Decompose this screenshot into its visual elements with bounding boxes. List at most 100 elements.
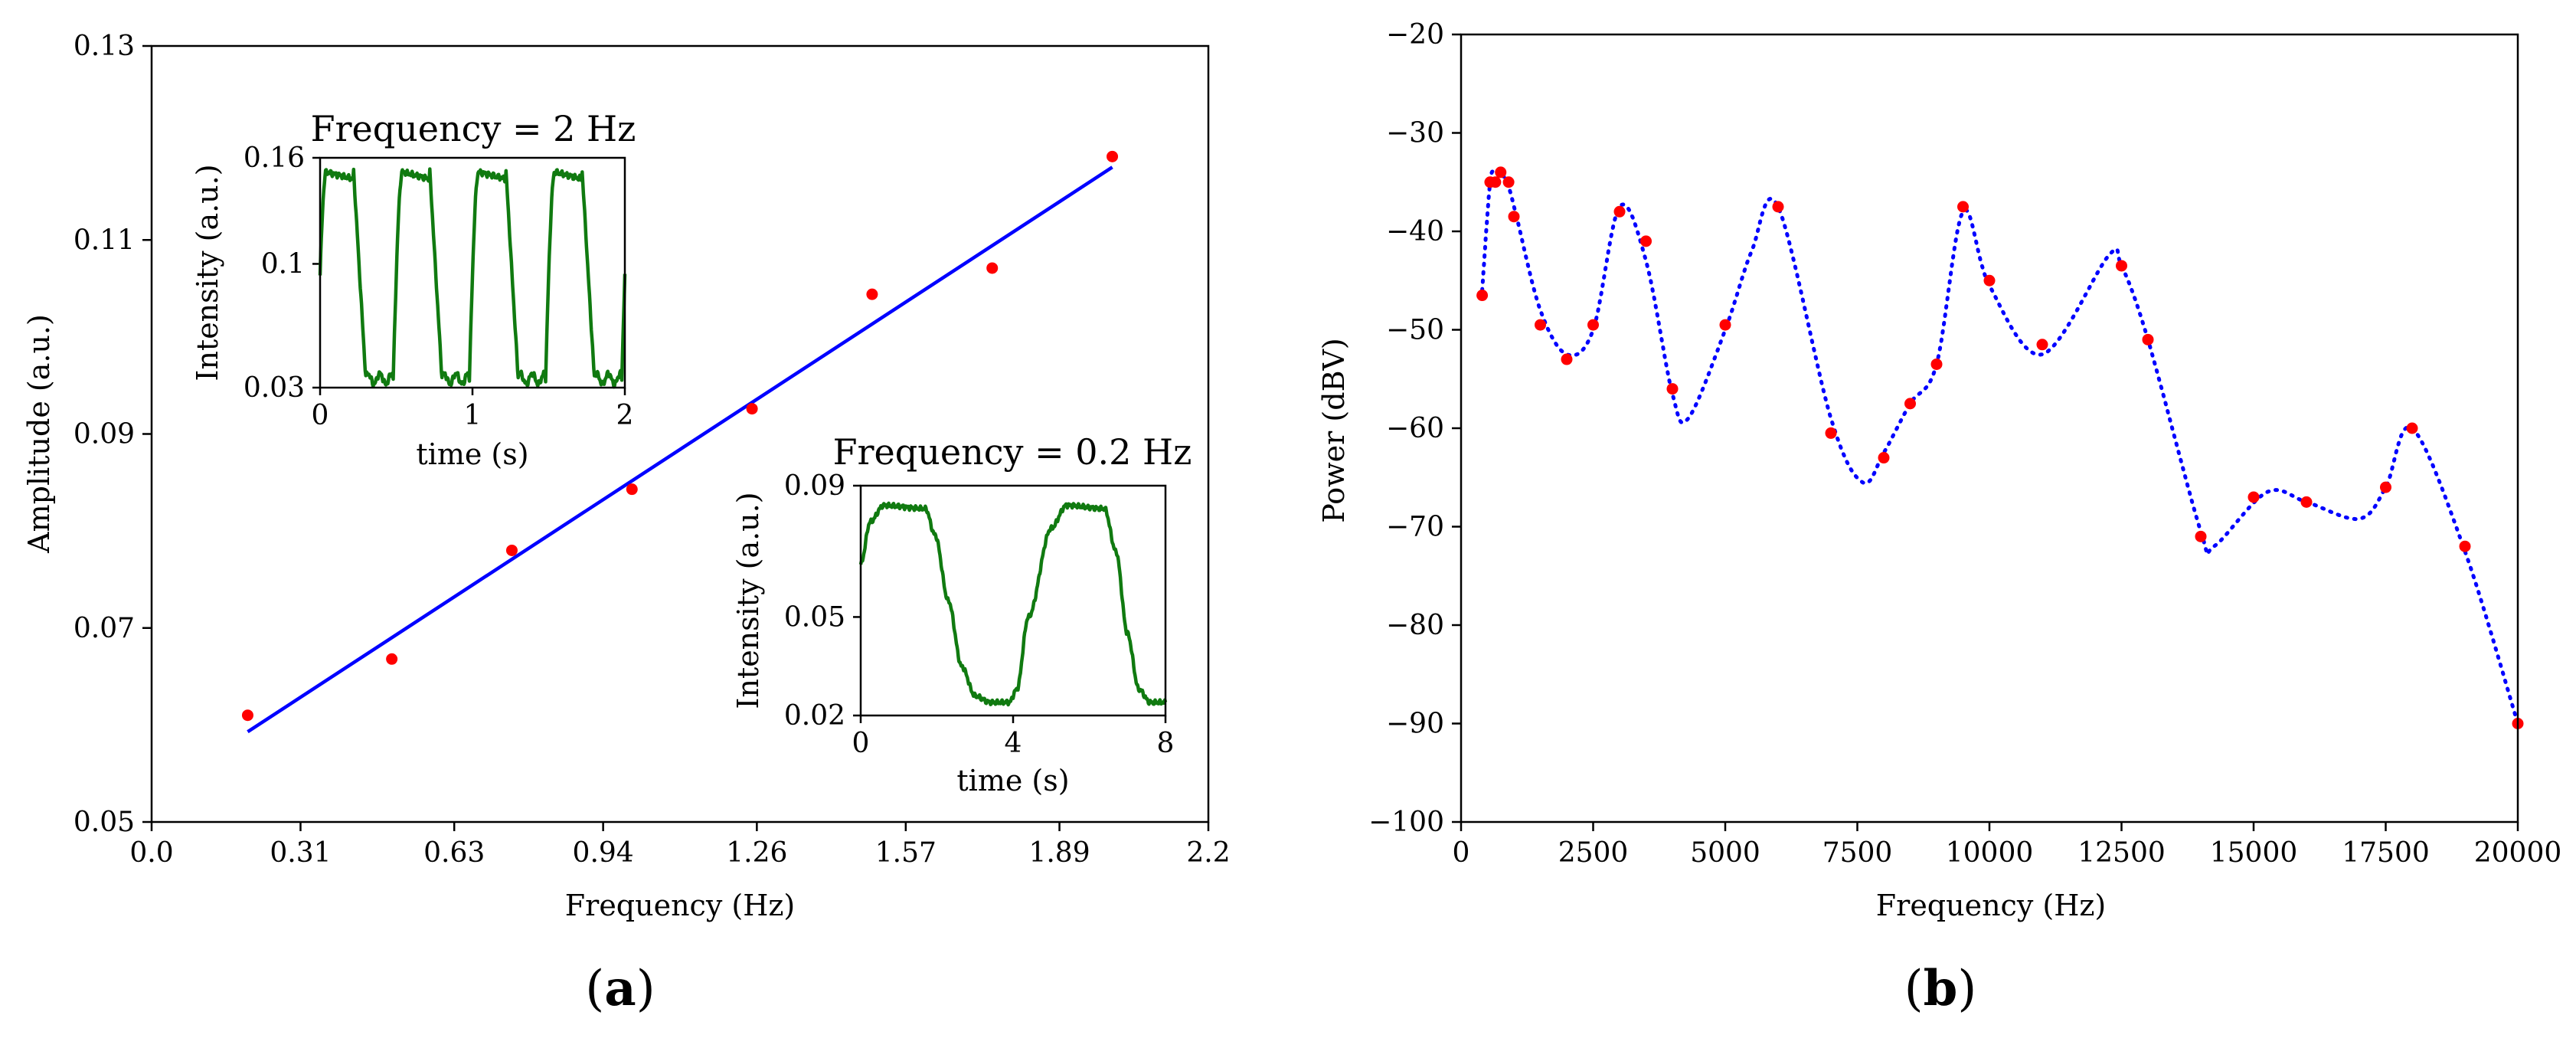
panel-a-data-point bbox=[626, 483, 638, 496]
panel-a-fit-line bbox=[247, 165, 1113, 734]
panel-b-y-tick-label: −100 bbox=[1368, 807, 1444, 838]
inset-02hz-trace bbox=[858, 501, 1168, 707]
panel-b-data-point bbox=[1508, 211, 1520, 223]
panel-b-data-point bbox=[1666, 383, 1679, 395]
inset-2hz-chart: 0 1 2 0.03 0.1 0.16 Frequency = 2 Hz time (s)… bbox=[191, 108, 636, 471]
panel-b-data-point bbox=[1502, 176, 1515, 188]
inset-2hz-y-axis-label: Intensity (a.u.) bbox=[191, 164, 224, 381]
inset-2hz-frame bbox=[319, 156, 626, 389]
panel-b-data-point bbox=[1489, 176, 1502, 188]
inset-02hz-y-tick-label: 0.02 bbox=[784, 700, 845, 732]
inset-2hz-y-tick-label: 0.16 bbox=[244, 142, 305, 174]
inset-02hz-y-tick-label: 0.09 bbox=[784, 470, 845, 502]
panel-b-data-point bbox=[1561, 353, 1573, 365]
inset-2hz-trace bbox=[318, 167, 627, 389]
panel-a-x-tick-label: 0.94 bbox=[573, 837, 634, 869]
panel-b-label-letter: b bbox=[1924, 960, 1958, 1017]
panel-b-x-axis-label: Frequency (Hz) bbox=[1876, 889, 2106, 922]
inset-2hz-y-tick-label: 0.1 bbox=[261, 248, 305, 280]
panel-b-data-point bbox=[2247, 491, 2260, 503]
panel-a-x-tick-label: 0.63 bbox=[423, 837, 485, 869]
panel-a-data-points bbox=[241, 150, 1119, 722]
panel-a-y-axis-label: Amplitude (a.u.) bbox=[22, 314, 56, 554]
panel-a-data-point bbox=[505, 544, 518, 556]
inset-2hz-x-tick-label: 2 bbox=[616, 400, 634, 431]
panel-b-y-tick-label: −50 bbox=[1386, 315, 1444, 346]
panel-a-data-point bbox=[1107, 150, 1119, 162]
panel-b-data-point bbox=[1957, 201, 1969, 213]
panel-b-y-tick-label: −30 bbox=[1386, 118, 1444, 149]
inset-02hz-ticks: 0 4 8 0.02 0.05 0.09 bbox=[784, 470, 1175, 759]
panel-b-data-point bbox=[1495, 166, 1507, 178]
inset-02hz-x-tick-label: 8 bbox=[1157, 728, 1175, 759]
panel-b-data-point bbox=[2036, 339, 2048, 351]
panel-b-y-tick-label: −60 bbox=[1386, 413, 1444, 444]
panel-a-x-tick-label: 1.26 bbox=[726, 837, 787, 869]
panel-b-data-point bbox=[1587, 319, 1599, 331]
panel-a-x-tick-label: 0.31 bbox=[270, 837, 331, 869]
panel-a-data-point bbox=[241, 709, 253, 722]
panel-b-y-tick-label: −90 bbox=[1386, 709, 1444, 740]
inset-02hz-x-axis-label: time (s) bbox=[956, 764, 1069, 797]
panel-b-label: (b) bbox=[1904, 960, 1977, 1017]
panel-b-y-tick-label: −70 bbox=[1386, 512, 1444, 543]
panel-b-data-points bbox=[1476, 166, 2524, 729]
panel-b-y-tick-label: −20 bbox=[1386, 19, 1444, 51]
panel-b-x-tick-label: 15000 bbox=[2210, 837, 2298, 869]
panel-a-y-tick-label: 0.05 bbox=[74, 807, 135, 838]
panel-b-data-point bbox=[1719, 319, 1731, 331]
panel-b-ticks: 0 2500 5000 7500 10000 12500 15000 17500 20000 −1… bbox=[1368, 19, 2561, 869]
panel-a-data-point bbox=[386, 653, 398, 665]
panel-b-data-point bbox=[1640, 235, 1652, 247]
panel-b-label-close-paren: ) bbox=[1957, 961, 1976, 1017]
panel-a-x-tick-label: 1.57 bbox=[875, 837, 937, 869]
panel-b-data-point bbox=[1930, 358, 1943, 370]
panel-b-fit-curve bbox=[1480, 169, 2520, 725]
panel-b-data-point bbox=[1613, 205, 1626, 218]
panel-b-x-tick-label: 17500 bbox=[2342, 837, 2430, 869]
panel-b-data-point bbox=[2459, 540, 2471, 552]
panel-b-chart: 0 2500 5000 7500 10000 12500 15000 17500 20000 −1… bbox=[1317, 19, 2561, 1017]
inset-02hz-y-tick-label: 0.05 bbox=[784, 601, 845, 633]
inset-2hz-ticks: 0 1 2 0.03 0.1 0.16 bbox=[244, 142, 634, 431]
panel-a-y-tick-label: 0.09 bbox=[74, 419, 135, 450]
inset-02hz-x-tick-label: 0 bbox=[852, 728, 870, 759]
panel-b-x-tick-label: 20000 bbox=[2474, 837, 2562, 869]
panel-b-data-point bbox=[2406, 422, 2418, 434]
panel-a-plot-frame bbox=[150, 44, 1210, 824]
panel-a-y-tick-label: 0.13 bbox=[74, 31, 135, 62]
panel-a-data-point bbox=[746, 403, 758, 415]
panel-b-data-point bbox=[1983, 274, 1996, 287]
panel-b-x-tick-label: 7500 bbox=[1822, 837, 1893, 869]
panel-b-label-open-paren: ( bbox=[1904, 961, 1924, 1017]
panel-b-x-tick-label: 12500 bbox=[2077, 837, 2166, 869]
panel-b-y-tick-label: −40 bbox=[1386, 216, 1444, 247]
panel-b-data-point bbox=[1825, 427, 1837, 439]
panel-a-x-axis-label: Frequency (Hz) bbox=[565, 889, 795, 922]
panel-b-x-tick-label: 5000 bbox=[1690, 837, 1760, 869]
panel-b-data-point bbox=[2142, 333, 2154, 345]
panel-b-data-point bbox=[1476, 290, 1489, 302]
panel-a-data-point bbox=[866, 288, 878, 300]
panel-a-chart: 0.0 0.31 0.63 0.94 1.26 1.57 1.89 2.2 0.05 0.07 0.… bbox=[22, 31, 1231, 1017]
panel-a-label-letter: a bbox=[604, 960, 636, 1017]
inset-2hz-title: Frequency = 2 Hz bbox=[311, 108, 636, 149]
panel-b-data-point bbox=[1904, 398, 1916, 410]
inset-02hz-y-axis-label: Intensity (a.u.) bbox=[731, 492, 765, 709]
inset-02hz-chart: 0 4 8 0.02 0.05 0.09 Frequency = 0.2 Hz time … bbox=[731, 431, 1192, 797]
panel-b-plot-frame bbox=[1460, 33, 2519, 824]
panel-b-x-tick-label: 10000 bbox=[1946, 837, 2034, 869]
panel-a-label-open-paren: ( bbox=[585, 961, 604, 1017]
inset-2hz-x-tick-label: 1 bbox=[464, 400, 482, 431]
inset-02hz-title: Frequency = 0.2 Hz bbox=[833, 431, 1192, 473]
panel-b-data-point bbox=[1535, 319, 1546, 331]
panel-a-fit-line-group bbox=[247, 165, 1113, 734]
panel-b-fit-curve-group bbox=[1480, 169, 2520, 725]
inset-2hz-x-axis-label: time (s) bbox=[416, 437, 528, 471]
inset-02hz-background bbox=[861, 486, 1165, 715]
panel-a-y-tick-label: 0.11 bbox=[74, 224, 135, 256]
panel-a-x-tick-label: 0.0 bbox=[129, 837, 173, 869]
panel-b-data-point bbox=[2380, 481, 2391, 493]
panel-a-x-tick-label: 2.2 bbox=[1186, 837, 1230, 869]
